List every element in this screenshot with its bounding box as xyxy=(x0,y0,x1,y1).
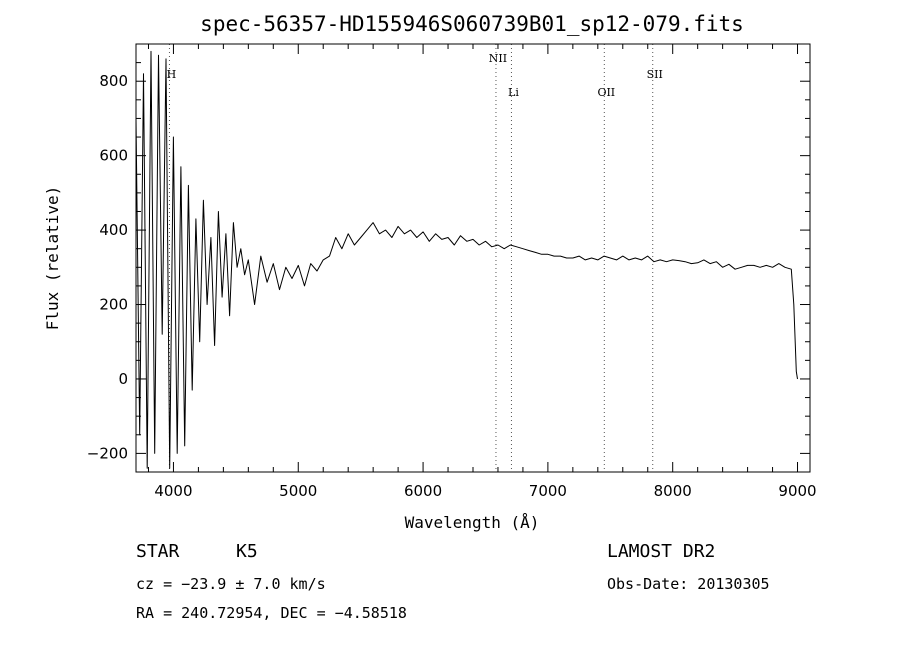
x-tick-label: 4000 xyxy=(154,482,192,500)
x-tick-label: 9000 xyxy=(778,482,816,500)
spectrum-series-line xyxy=(135,50,798,469)
x-tick-label: 5000 xyxy=(279,482,317,500)
y-tick-label: 800 xyxy=(99,72,128,90)
y-tick-label: 400 xyxy=(99,221,128,239)
y-tick-label: −200 xyxy=(87,444,128,462)
y-tick-label: 600 xyxy=(99,147,128,165)
axis-ticks: 4000 5000 6000 7000 8000 9000 −200 0 200 400 600 80… xyxy=(87,43,817,500)
x-axis-label: Wavelength (Å) xyxy=(405,513,540,532)
spectral-line-label: H xyxy=(167,68,177,81)
obs-date: Obs-Date: 20130305 xyxy=(607,575,770,593)
spectral-line-label: Li xyxy=(508,86,519,99)
redshift-text: cz = −23.9 ± 7.0 km/s xyxy=(136,575,326,593)
subclass: K5 xyxy=(236,541,258,562)
plot-area: H NII Li OII SII xyxy=(135,44,798,472)
spectral-line-label: NII xyxy=(489,52,507,65)
x-tick-label: 7000 xyxy=(529,482,567,500)
spectral-line-label: SII xyxy=(647,68,663,81)
plot-frame xyxy=(135,43,811,473)
spectral-line-label: OII xyxy=(597,86,615,99)
x-tick-label: 8000 xyxy=(654,482,692,500)
chart-title: spec-56357-HD155946S060739B01_sp12-079.f… xyxy=(200,12,744,36)
survey-name: LAMOST DR2 xyxy=(607,541,716,562)
y-tick-label: 200 xyxy=(99,296,128,314)
y-tick-label: 0 xyxy=(118,370,128,388)
coordinates: RA = 240.72954, DEC = −4.58518 xyxy=(136,604,407,622)
x-tick-label: 6000 xyxy=(404,482,442,500)
y-axis-label: Flux (relative) xyxy=(43,186,62,331)
object-class: STAR xyxy=(136,541,180,562)
